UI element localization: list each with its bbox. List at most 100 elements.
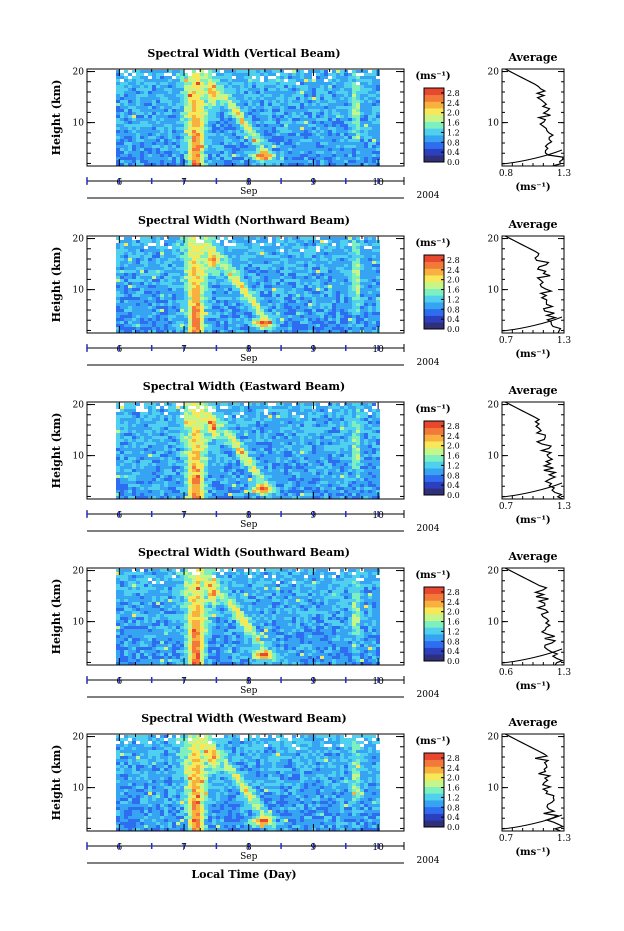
heatmap-cell <box>220 252 224 255</box>
heatmap-cell <box>268 318 272 321</box>
heatmap-cell <box>376 139 380 142</box>
heatmap-cell <box>248 306 252 309</box>
heatmap-cell <box>240 127 244 130</box>
heatmap-cell <box>356 109 360 112</box>
heatmap-cell <box>128 115 132 118</box>
heatmap-cell <box>308 330 312 333</box>
heatmap-cell <box>132 445 136 448</box>
heatmap-cell <box>320 294 324 297</box>
heatmap-cell <box>140 424 144 427</box>
heatmap-cell <box>204 163 208 166</box>
heatmap-cell <box>188 139 192 142</box>
heatmap-cell <box>344 282 348 285</box>
heatmap-cell <box>336 112 340 115</box>
heatmap-cell <box>200 157 204 160</box>
heatmap-cell <box>172 324 176 327</box>
heatmap-cell <box>200 294 204 297</box>
heatmap-cell <box>244 127 248 130</box>
heatmap-cell <box>336 148 340 151</box>
heatmap-cell <box>376 148 380 151</box>
heatmap-cell <box>164 273 168 276</box>
heatmap-cell <box>168 433 172 436</box>
heatmap-cell <box>340 79 344 82</box>
heatmap-cell <box>184 106 188 109</box>
heatmap-cell <box>312 312 316 315</box>
heatmap-cell <box>116 133 120 136</box>
heatmap-cell <box>136 306 140 309</box>
heatmap-cell <box>304 300 308 303</box>
heatmap-cell <box>232 115 236 118</box>
heatmap-cell <box>220 246 224 249</box>
heatmap-cell <box>156 115 160 118</box>
heatmap-cell <box>296 97 300 100</box>
heatmap-cell <box>292 258 296 261</box>
heatmap-cell <box>124 415 128 418</box>
heatmap-cell <box>120 82 124 85</box>
heatmap-cell <box>120 154 124 157</box>
heatmap-cell <box>192 88 196 91</box>
heatmap-cell <box>148 94 152 97</box>
heatmap-cell <box>284 109 288 112</box>
heatmap-cell <box>296 103 300 106</box>
heatmap-cell <box>248 291 252 294</box>
heatmap-cell <box>164 469 168 472</box>
heatmap-cell <box>292 76 296 79</box>
heatmap-cell <box>232 88 236 91</box>
heatmap-cell <box>132 115 136 118</box>
heatmap-cell <box>236 279 240 282</box>
heatmap-cell <box>160 160 164 163</box>
heatmap-cell <box>360 148 364 151</box>
heatmap-cell <box>304 288 308 291</box>
heatmap-cell <box>144 439 148 442</box>
heatmap-cell <box>232 73 236 76</box>
heatmap-cell <box>136 264 140 267</box>
heatmap-cell <box>228 279 232 282</box>
heatmap-cell <box>160 487 164 490</box>
heatmap-cell <box>164 154 168 157</box>
heatmap-cell <box>164 288 168 291</box>
heatmap-cell <box>188 112 192 115</box>
heatmap-cell <box>180 493 184 496</box>
heatmap-cell <box>172 496 176 499</box>
heatmap-cell <box>220 145 224 148</box>
heatmap-cell <box>324 252 328 255</box>
heatmap-cell <box>120 291 124 294</box>
heatmap-cell <box>192 118 196 121</box>
heatmap-cell <box>140 451 144 454</box>
heatmap-cell <box>132 148 136 151</box>
heatmap-cell <box>116 264 120 267</box>
heatmap-cell <box>240 109 244 112</box>
heatmap-cell <box>160 106 164 109</box>
heatmap-cell <box>224 273 228 276</box>
heatmap-cell <box>248 121 252 124</box>
heatmap-cell <box>256 297 260 300</box>
heatmap-cell <box>212 327 216 330</box>
heatmap-cell <box>308 246 312 249</box>
heatmap-cell <box>348 133 352 136</box>
heatmap-cell <box>260 94 264 97</box>
heatmap-cell <box>128 415 132 418</box>
heatmap-cell <box>228 246 232 249</box>
heatmap-cell <box>128 436 132 439</box>
heatmap-cell <box>228 112 232 115</box>
heatmap-cell <box>180 406 184 409</box>
heatmap-cell <box>328 273 332 276</box>
heatmap-cell <box>328 321 332 324</box>
heatmap-cell <box>344 306 348 309</box>
heatmap-cell <box>160 424 164 427</box>
heatmap-cell <box>160 154 164 157</box>
heatmap-cell <box>180 252 184 255</box>
heatmap-cell <box>200 82 204 85</box>
heatmap-cell <box>328 276 332 279</box>
heatmap-cell <box>300 303 304 306</box>
heatmap-cell <box>176 252 180 255</box>
colorbar-tick-label: 0.0 <box>447 158 460 167</box>
heatmap-cell <box>336 285 340 288</box>
heatmap-cell <box>224 124 228 127</box>
heatmap-cell <box>332 97 336 100</box>
heatmap-cell <box>188 124 192 127</box>
heatmap-cell <box>372 97 376 100</box>
heatmap-cell <box>172 448 176 451</box>
heatmap-cell <box>312 261 316 264</box>
heatmap-cell <box>252 318 256 321</box>
